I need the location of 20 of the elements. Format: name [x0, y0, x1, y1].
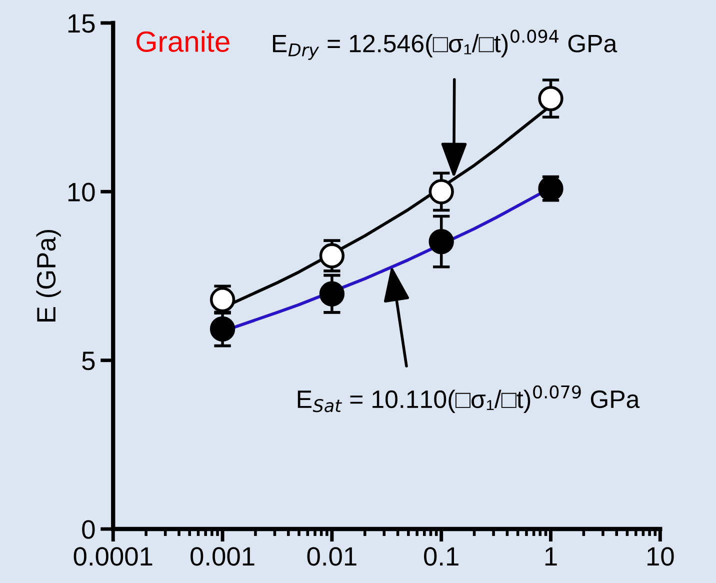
- x-tick-label: 0.01: [307, 547, 356, 566]
- y-tick-label: 5: [82, 352, 95, 370]
- x-tick-label: 0.1: [424, 547, 458, 566]
- point: [428, 228, 454, 254]
- point: [210, 316, 236, 342]
- y-tick-label: 10: [68, 182, 95, 202]
- x-tick-label: 1: [545, 547, 557, 566]
- point: [428, 179, 454, 204]
- annotation: E$_{Sat}$ = 10.110(□σ₁/□t)$^{0.079}$ GPa: [298, 385, 640, 414]
- point: [319, 243, 345, 268]
- y-tick-label: 0: [82, 520, 95, 539]
- y-axis-title: E (GPa): [36, 230, 61, 322]
- chart-title: Granite: [136, 30, 230, 52]
- x-tick-label: 0.001: [190, 547, 254, 566]
- point: [538, 86, 564, 112]
- x-tick-label: 0.0001: [74, 547, 152, 566]
- annotation: E$_{Dry}$ = 12.546(□σ₁/□t)$^{0.094}$ GPa: [273, 30, 618, 60]
- point: [319, 281, 345, 306]
- y-tick-label: 15: [68, 14, 95, 33]
- x-tick-label: 10: [647, 547, 674, 566]
